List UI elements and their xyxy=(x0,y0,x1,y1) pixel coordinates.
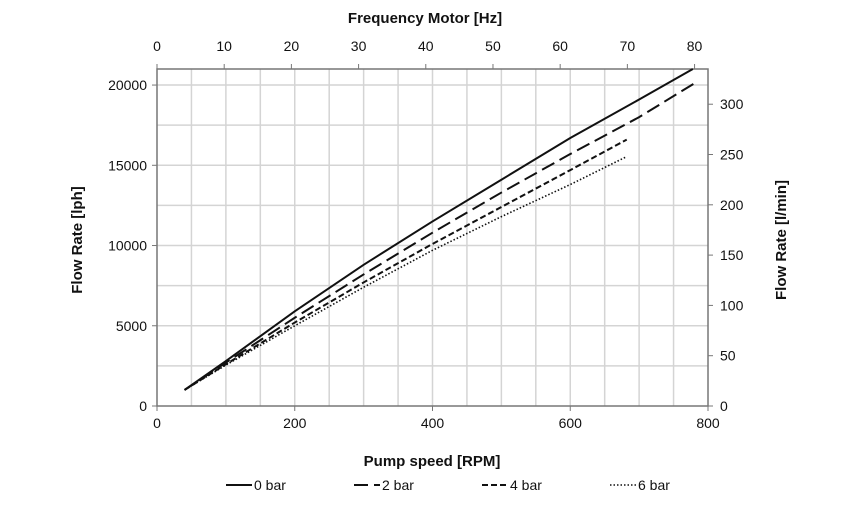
y-axis-label: Flow Rate [lph] xyxy=(69,186,86,294)
x2-axis-label: Frequency Motor [Hz] xyxy=(348,10,502,27)
x2-tick-label: 40 xyxy=(418,38,434,54)
y2-tick-label: 150 xyxy=(720,247,744,263)
x2-tick-label: 70 xyxy=(620,38,636,54)
y-tick-label: 0 xyxy=(139,398,147,414)
y-tick-label: 10000 xyxy=(108,238,147,254)
series-line-3 xyxy=(184,156,626,391)
x2-tick-label: 20 xyxy=(284,38,300,54)
y2-tick-label: 300 xyxy=(720,96,744,112)
grid xyxy=(157,69,708,406)
x-tick-label: 600 xyxy=(559,415,583,431)
x-axis-label: Pump speed [RPM] xyxy=(364,453,501,470)
legend-label: 2 bar xyxy=(382,477,414,493)
x-tick-label: 0 xyxy=(153,415,161,431)
x2-tick-label: 0 xyxy=(153,38,161,54)
legend-label: 6 bar xyxy=(638,477,670,493)
y-tick-label: 20000 xyxy=(108,77,147,93)
x-tick-label: 400 xyxy=(421,415,445,431)
y2-axis-label: Flow Rate [l/min] xyxy=(773,180,790,300)
legend-label: 0 bar xyxy=(254,477,286,493)
y2-tick-label: 250 xyxy=(720,147,744,163)
y2-tick-label: 50 xyxy=(720,348,736,364)
legend-label: 4 bar xyxy=(510,477,542,493)
x2-tick-label: 30 xyxy=(351,38,367,54)
x2-tick-label: 10 xyxy=(216,38,232,54)
series-line-0 xyxy=(183,68,694,391)
y-tick-label: 5000 xyxy=(116,318,147,334)
y2-tick-label: 200 xyxy=(720,197,744,213)
x2-tick-label: 80 xyxy=(687,38,703,54)
y2-tick-label: 100 xyxy=(720,297,744,313)
x2-tick-label: 50 xyxy=(485,38,501,54)
x-tick-label: 800 xyxy=(696,415,720,431)
y-tick-label: 15000 xyxy=(108,157,147,173)
y2-tick-label: 0 xyxy=(720,398,728,414)
x2-tick-label: 60 xyxy=(552,38,568,54)
series-line-1 xyxy=(183,82,695,391)
series-line-2 xyxy=(184,138,628,391)
x-tick-label: 200 xyxy=(283,415,307,431)
legend: 0 bar 2 bar 4 bar 6 bar xyxy=(226,477,670,493)
